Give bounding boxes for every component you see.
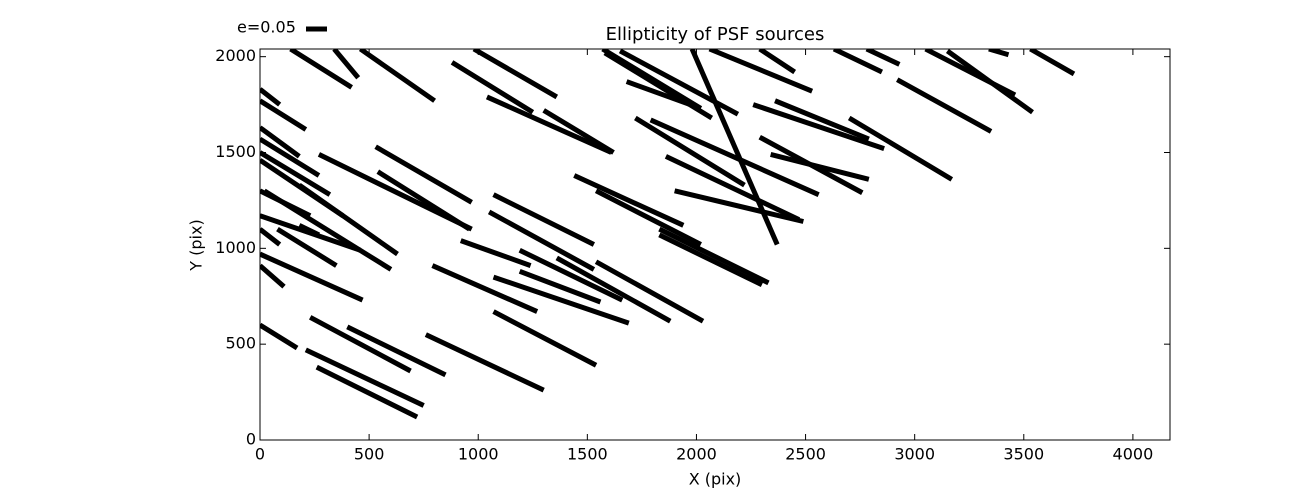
x-tick-label: 2500 [785,445,826,464]
whisker [276,227,338,268]
x-tick-label: 2000 [676,445,717,464]
whisker [658,226,770,286]
x-tick-label: 500 [354,445,385,464]
whisker [945,49,1034,115]
x-tick-label: 1000 [458,445,499,464]
whisker [485,94,613,155]
whisker [774,98,870,142]
whisker [346,324,447,378]
whisker [518,248,624,303]
whisker [770,151,870,182]
whisker [376,169,471,232]
whisker [573,173,685,228]
whisker [625,79,702,111]
whisker [1029,49,1076,77]
whisker [758,49,797,75]
whisker [847,115,954,182]
whisker [304,347,425,408]
whisker [358,49,437,103]
whisker [708,49,814,94]
whisker [450,60,535,115]
whisker [260,263,286,289]
whisker [263,188,393,272]
whisker [674,188,804,224]
whisker [297,183,399,257]
y-axis-label: Y (pix) [187,219,206,271]
whisker [649,117,820,197]
x-tick-label: 3000 [894,445,935,464]
whisker [518,268,602,305]
whisker [260,98,308,132]
whisker [374,144,473,205]
x-tick-label: 4000 [1113,445,1154,464]
whisker [260,227,282,247]
whisker [315,364,419,420]
whisker [298,223,321,238]
whisker [658,232,764,287]
whisker [332,49,361,80]
whisker [896,77,993,134]
x-tick-label: 3500 [1003,445,1044,464]
whisker [664,154,801,222]
whisker [289,49,353,90]
whisker [459,238,532,268]
whisker [260,136,321,178]
whisker [309,315,412,374]
y-tick-label: 2000 [215,46,256,65]
legend-label: e=0.05 [237,18,296,37]
whisker [260,87,282,107]
x-tick-label: 0 [255,445,265,464]
x-tick-label: 1500 [567,445,608,464]
whisker [487,209,596,272]
whisker [431,263,539,314]
whisker [542,108,615,155]
whisker [492,309,598,368]
whisker [424,332,545,393]
whisker [492,192,595,247]
y-tick-label: 500 [225,334,256,353]
whisker [988,49,1010,58]
whisker [752,102,885,152]
whisker [832,49,884,75]
whisker [865,49,901,67]
whisker [260,322,299,351]
y-tick-label: 1500 [215,142,256,161]
whisker [594,259,705,324]
whisker [472,49,559,100]
whisker [555,255,672,324]
whisker [260,125,301,159]
whisker [492,274,630,326]
x-axis-label: X (pix) [689,470,742,489]
whisker [260,150,332,197]
plot-area [260,49,1076,420]
whisker [618,49,740,117]
y-tick-label: 1000 [215,238,256,257]
whisker [634,115,746,188]
axes-frame [259,48,1171,441]
whisker [260,251,364,303]
whisker [594,188,702,247]
chart-title: Ellipticity of PSF sources [606,24,825,45]
y-tick-label: 0 [246,430,256,449]
